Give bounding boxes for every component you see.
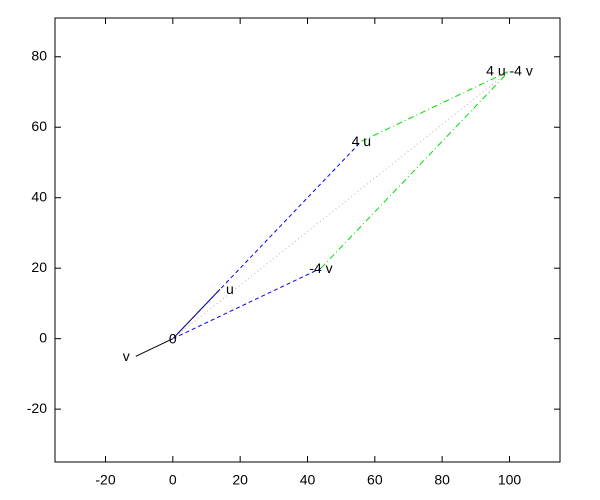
- vector-line: [172, 140, 362, 340]
- x-tick-label: 20: [232, 472, 248, 488]
- x-tick-label: 80: [434, 472, 450, 488]
- y-tick-label: 20: [31, 259, 47, 275]
- plot-frame: [54, 17, 561, 463]
- vector-label: 4 u -4 v: [486, 63, 533, 79]
- x-tick-label: 40: [300, 472, 316, 488]
- vector-label: u: [226, 281, 234, 297]
- x-tick-label: 0: [169, 472, 177, 488]
- x-tick-label: -20: [95, 472, 115, 488]
- y-tick-label: 80: [31, 47, 47, 63]
- vector-line: [320, 70, 510, 269]
- vector-label: 0: [169, 330, 177, 346]
- x-tick-label: 60: [367, 472, 383, 488]
- vector-label: 4 u: [352, 133, 371, 149]
- y-tick-label: 40: [31, 188, 47, 204]
- vector-line: [135, 338, 174, 357]
- y-tick-label: 0: [39, 329, 47, 345]
- vector-line: [172, 70, 510, 340]
- vector-line: [361, 70, 510, 142]
- vector-line: [172, 267, 322, 340]
- x-tick-label: 100: [498, 472, 522, 488]
- vector-label: v: [123, 348, 130, 364]
- y-tick-label: 60: [31, 118, 47, 134]
- y-tick-label: -20: [27, 400, 47, 416]
- vector-label: -4 v: [309, 260, 332, 276]
